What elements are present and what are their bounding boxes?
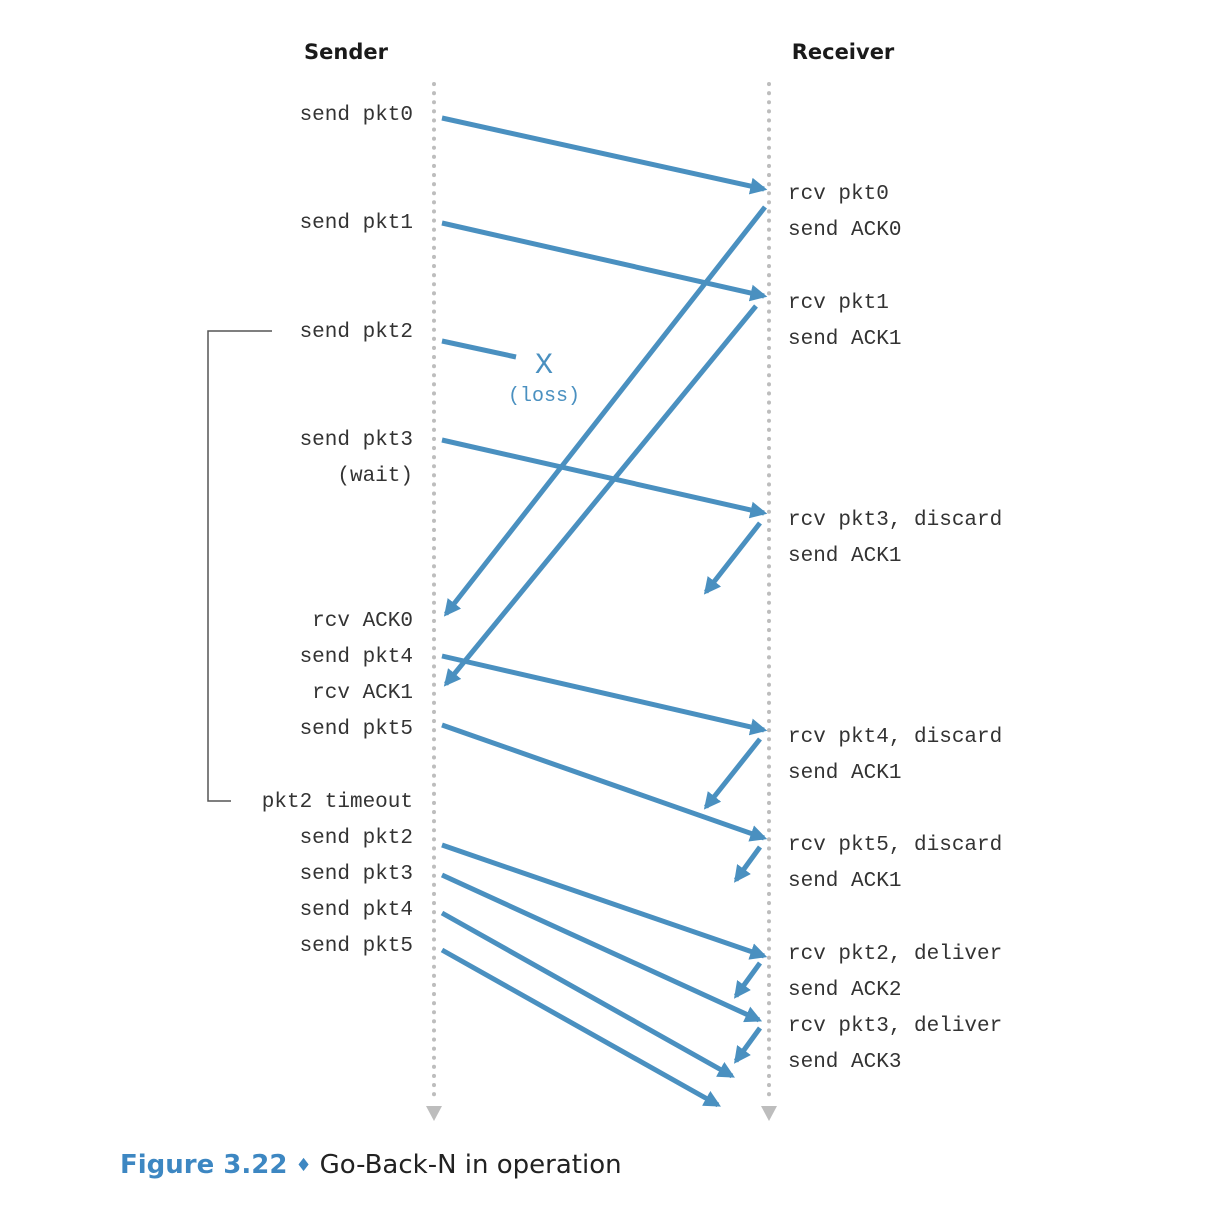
ack2-arrow [733, 961, 763, 999]
figure-caption: Figure 3.22 ♦ Go-Back-N in operation [120, 1150, 622, 1180]
packet-arrows [440, 115, 768, 1108]
sender-label: send pkt5 [300, 935, 413, 958]
ack3-arrow [733, 1026, 763, 1064]
sender-label: (wait) [337, 465, 413, 488]
receiver-label: rcv pkt0 [788, 183, 889, 206]
ack1-arrow-c [703, 737, 762, 810]
ack1-arrow-b [703, 521, 762, 595]
receiver-label: rcv pkt3, discard [788, 509, 1002, 532]
timeout-bracket [207, 330, 272, 802]
pkt2-resend-arrow [441, 842, 768, 960]
receiver-label: send ACK0 [788, 219, 901, 242]
receiver-labels: rcv pkt0 send ACK0 rcv pkt1 send ACK1 rc… [788, 183, 1002, 1074]
sender-label: send pkt2 [300, 321, 413, 344]
pkt3-arrow [441, 437, 768, 519]
sender-label: rcv ACK1 [312, 682, 413, 705]
pkt3-resend-arrow [440, 872, 763, 1023]
sender-label: send pkt4 [300, 899, 413, 922]
receiver-label: rcv pkt5, discard [788, 834, 1002, 857]
pkt4-arrow [441, 653, 768, 736]
receiver-label: rcv pkt2, deliver [788, 943, 1002, 966]
ack1-arrow-d [733, 845, 763, 883]
receiver-label: send ACK2 [788, 979, 901, 1002]
loss-label: (loss) [508, 385, 580, 408]
sender-label: rcv ACK0 [312, 610, 413, 633]
receiver-header: Receiver [792, 40, 895, 64]
sender-label: send pkt2 [300, 827, 413, 850]
receiver-label: send ACK1 [788, 545, 901, 568]
pkt2-lost-arrow [441, 338, 517, 360]
figure-title: Go-Back-N in operation [319, 1150, 622, 1180]
pkt4-resend-arrow [440, 910, 735, 1079]
diamond-icon: ♦ [295, 1155, 312, 1176]
receiver-label: rcv pkt4, discard [788, 726, 1002, 749]
sender-header: Sender [304, 40, 389, 64]
sender-label: send pkt3 [300, 429, 413, 452]
figure-number: Figure 3.22 [120, 1150, 288, 1180]
sender-label: send pkt1 [300, 212, 413, 235]
pkt5-arrow [441, 722, 768, 842]
pkt0-arrow [441, 115, 768, 195]
receiver-timeline [761, 82, 777, 1121]
ack-arrows [443, 205, 767, 1064]
sender-timeline [426, 82, 442, 1121]
receiver-label: rcv pkt3, deliver [788, 1015, 1002, 1038]
sender-label: send pkt4 [300, 646, 413, 669]
sender-labels: send pkt0 send pkt1 send pkt2 send pkt3 … [262, 104, 413, 958]
pkt1-arrow [441, 220, 768, 302]
receiver-label: send ACK3 [788, 1051, 901, 1074]
receiver-label: rcv pkt1 [788, 292, 889, 315]
loss-mark: X [535, 349, 553, 383]
sender-label: send pkt3 [300, 863, 413, 886]
receiver-label: send ACK1 [788, 328, 901, 351]
ack1-arrow [443, 304, 758, 687]
sender-label: send pkt0 [300, 104, 413, 127]
pkt5-resend-arrow [440, 947, 721, 1108]
ack0-arrow [443, 205, 767, 617]
receiver-label: send ACK1 [788, 762, 901, 785]
sender-label: pkt2 timeout [262, 791, 413, 814]
sender-label: send pkt5 [300, 718, 413, 741]
receiver-label: send ACK1 [788, 870, 901, 893]
